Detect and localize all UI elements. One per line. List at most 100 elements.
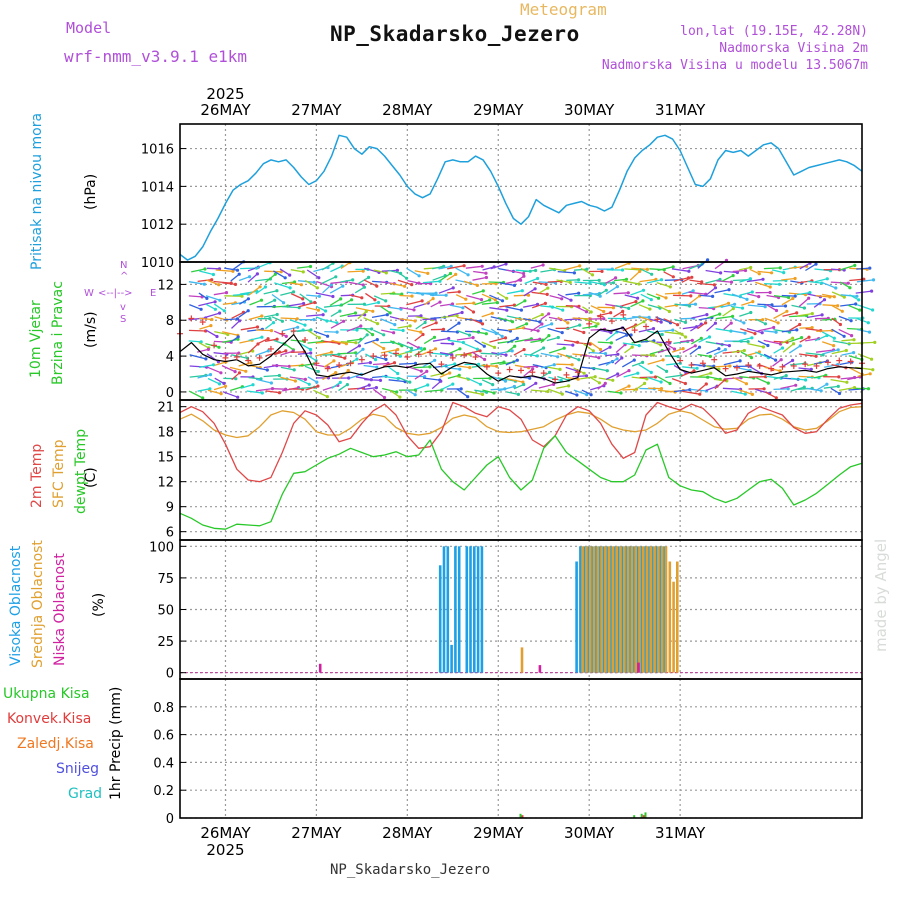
wind-arrow	[697, 259, 709, 269]
wind-arrow	[371, 341, 385, 350]
wind-arrow	[422, 359, 436, 368]
wind-arrow	[457, 330, 470, 336]
wind-arrow-head	[684, 335, 688, 339]
wind-arrow-head	[852, 351, 856, 355]
wind-arrow-head	[822, 298, 827, 302]
wind-arrow	[807, 293, 821, 298]
wind-arrow	[657, 266, 674, 272]
wind-arrow-head	[763, 305, 767, 309]
wind-arrow	[388, 366, 399, 375]
wind-arrow-head	[760, 372, 764, 376]
wind-arrow	[357, 334, 368, 344]
wind-arrow	[280, 291, 294, 296]
wind-arrow	[222, 302, 236, 305]
wind-arrow-head	[642, 320, 646, 324]
wind-arrow-head	[840, 309, 844, 313]
wind-arrow	[481, 293, 496, 301]
wind-arrow	[372, 362, 389, 366]
wind-arrow	[397, 325, 411, 329]
wind-arrow	[273, 350, 287, 356]
wind-arrow	[280, 317, 298, 320]
wind-arrow	[781, 277, 796, 281]
wind-arrow	[823, 385, 839, 389]
wind-arrow-head	[256, 342, 260, 346]
wind-arrow-head	[761, 345, 766, 349]
wind-arrow	[624, 268, 641, 271]
wind-arrow	[848, 388, 864, 391]
wind-arrow	[505, 306, 522, 311]
wind-arrow	[388, 379, 406, 383]
wind-arrow	[605, 331, 618, 342]
wind-arrow	[222, 391, 238, 398]
cloud-low-label: Niska Oblacnost	[52, 553, 68, 666]
wind-arrow-head	[809, 367, 813, 371]
cloud-bar	[575, 561, 578, 673]
wind-arrow	[673, 340, 688, 345]
wind-arrow	[422, 377, 440, 381]
wind-arrow	[188, 281, 205, 285]
wind-arrow-head	[825, 277, 829, 281]
wind-arrow-head	[326, 265, 330, 270]
wind-arrow-head	[336, 383, 340, 387]
wind-arrow-head	[832, 336, 836, 340]
wind-arrow	[313, 266, 329, 273]
cloud-bar	[676, 561, 679, 673]
wind-arrow-head	[719, 271, 723, 275]
wind-arrow-head	[433, 347, 438, 351]
wind-arrow-head	[325, 395, 329, 399]
top-day-label: 30MAY	[564, 101, 615, 119]
bottom-day-label: 31MAY	[655, 824, 706, 842]
cloud-bar	[457, 546, 461, 673]
wind-arrow	[465, 265, 483, 269]
wind-arrow-head	[706, 375, 710, 379]
wind-arrow-head	[652, 387, 656, 391]
wind-arrow	[739, 311, 751, 317]
wind-arrow-head	[494, 282, 498, 286]
wind-arrow-head	[757, 350, 762, 354]
wind-arrow-head	[733, 302, 737, 306]
wind-arrow	[582, 325, 597, 330]
wind-arrow-head	[692, 369, 696, 373]
wind-arrow	[516, 376, 530, 379]
wind-arrow-head	[464, 297, 468, 301]
wind-arrow-head	[766, 356, 771, 360]
wind-arrow	[822, 318, 835, 321]
wind-arrow-head	[541, 263, 545, 267]
wind-arrow-head	[602, 309, 606, 314]
wind-arrow-head	[374, 386, 378, 390]
wind-arrow-head	[800, 281, 804, 285]
wind-arrow-head	[270, 387, 275, 391]
wind-arrow-head	[376, 300, 381, 305]
wind-arrow-head	[632, 358, 636, 362]
wind-arrow	[271, 388, 286, 390]
wind-arrow-head	[316, 384, 320, 388]
wind-arrow	[597, 329, 612, 334]
cloud-y-tick-label: 0	[166, 667, 174, 682]
ticks-layer: 1010101210141016048126912151821025507510…	[141, 143, 186, 827]
wind-arrow-head	[384, 299, 388, 303]
wind-arrow-head	[522, 326, 526, 330]
cloud-bar	[651, 546, 654, 673]
wind-arrow	[747, 342, 764, 348]
wind-arrow	[724, 377, 742, 380]
wind-arrow-head	[382, 395, 387, 400]
wind-arrow-head	[572, 271, 577, 275]
wind-arrow-head	[235, 268, 240, 272]
wind-arrow-head	[355, 328, 359, 332]
wind-arrow	[806, 314, 823, 319]
wind-arrow	[322, 284, 332, 294]
wind-arrow-head	[777, 295, 781, 300]
wind-arrow	[413, 366, 430, 369]
wind-arrow-head	[293, 379, 297, 383]
wind-arrow-head	[611, 306, 616, 310]
wind-arrow	[205, 303, 216, 310]
wind-arrow	[538, 281, 556, 284]
wind-arrow-head	[577, 291, 581, 295]
wind-arrow	[698, 306, 714, 310]
wind-arrow-head	[582, 330, 586, 335]
wind-arrow	[638, 304, 651, 310]
wind-arrow-head	[818, 295, 823, 299]
wind-arrow	[440, 330, 458, 333]
wind-arrow	[307, 376, 318, 383]
wind-arrow-head	[853, 375, 857, 380]
